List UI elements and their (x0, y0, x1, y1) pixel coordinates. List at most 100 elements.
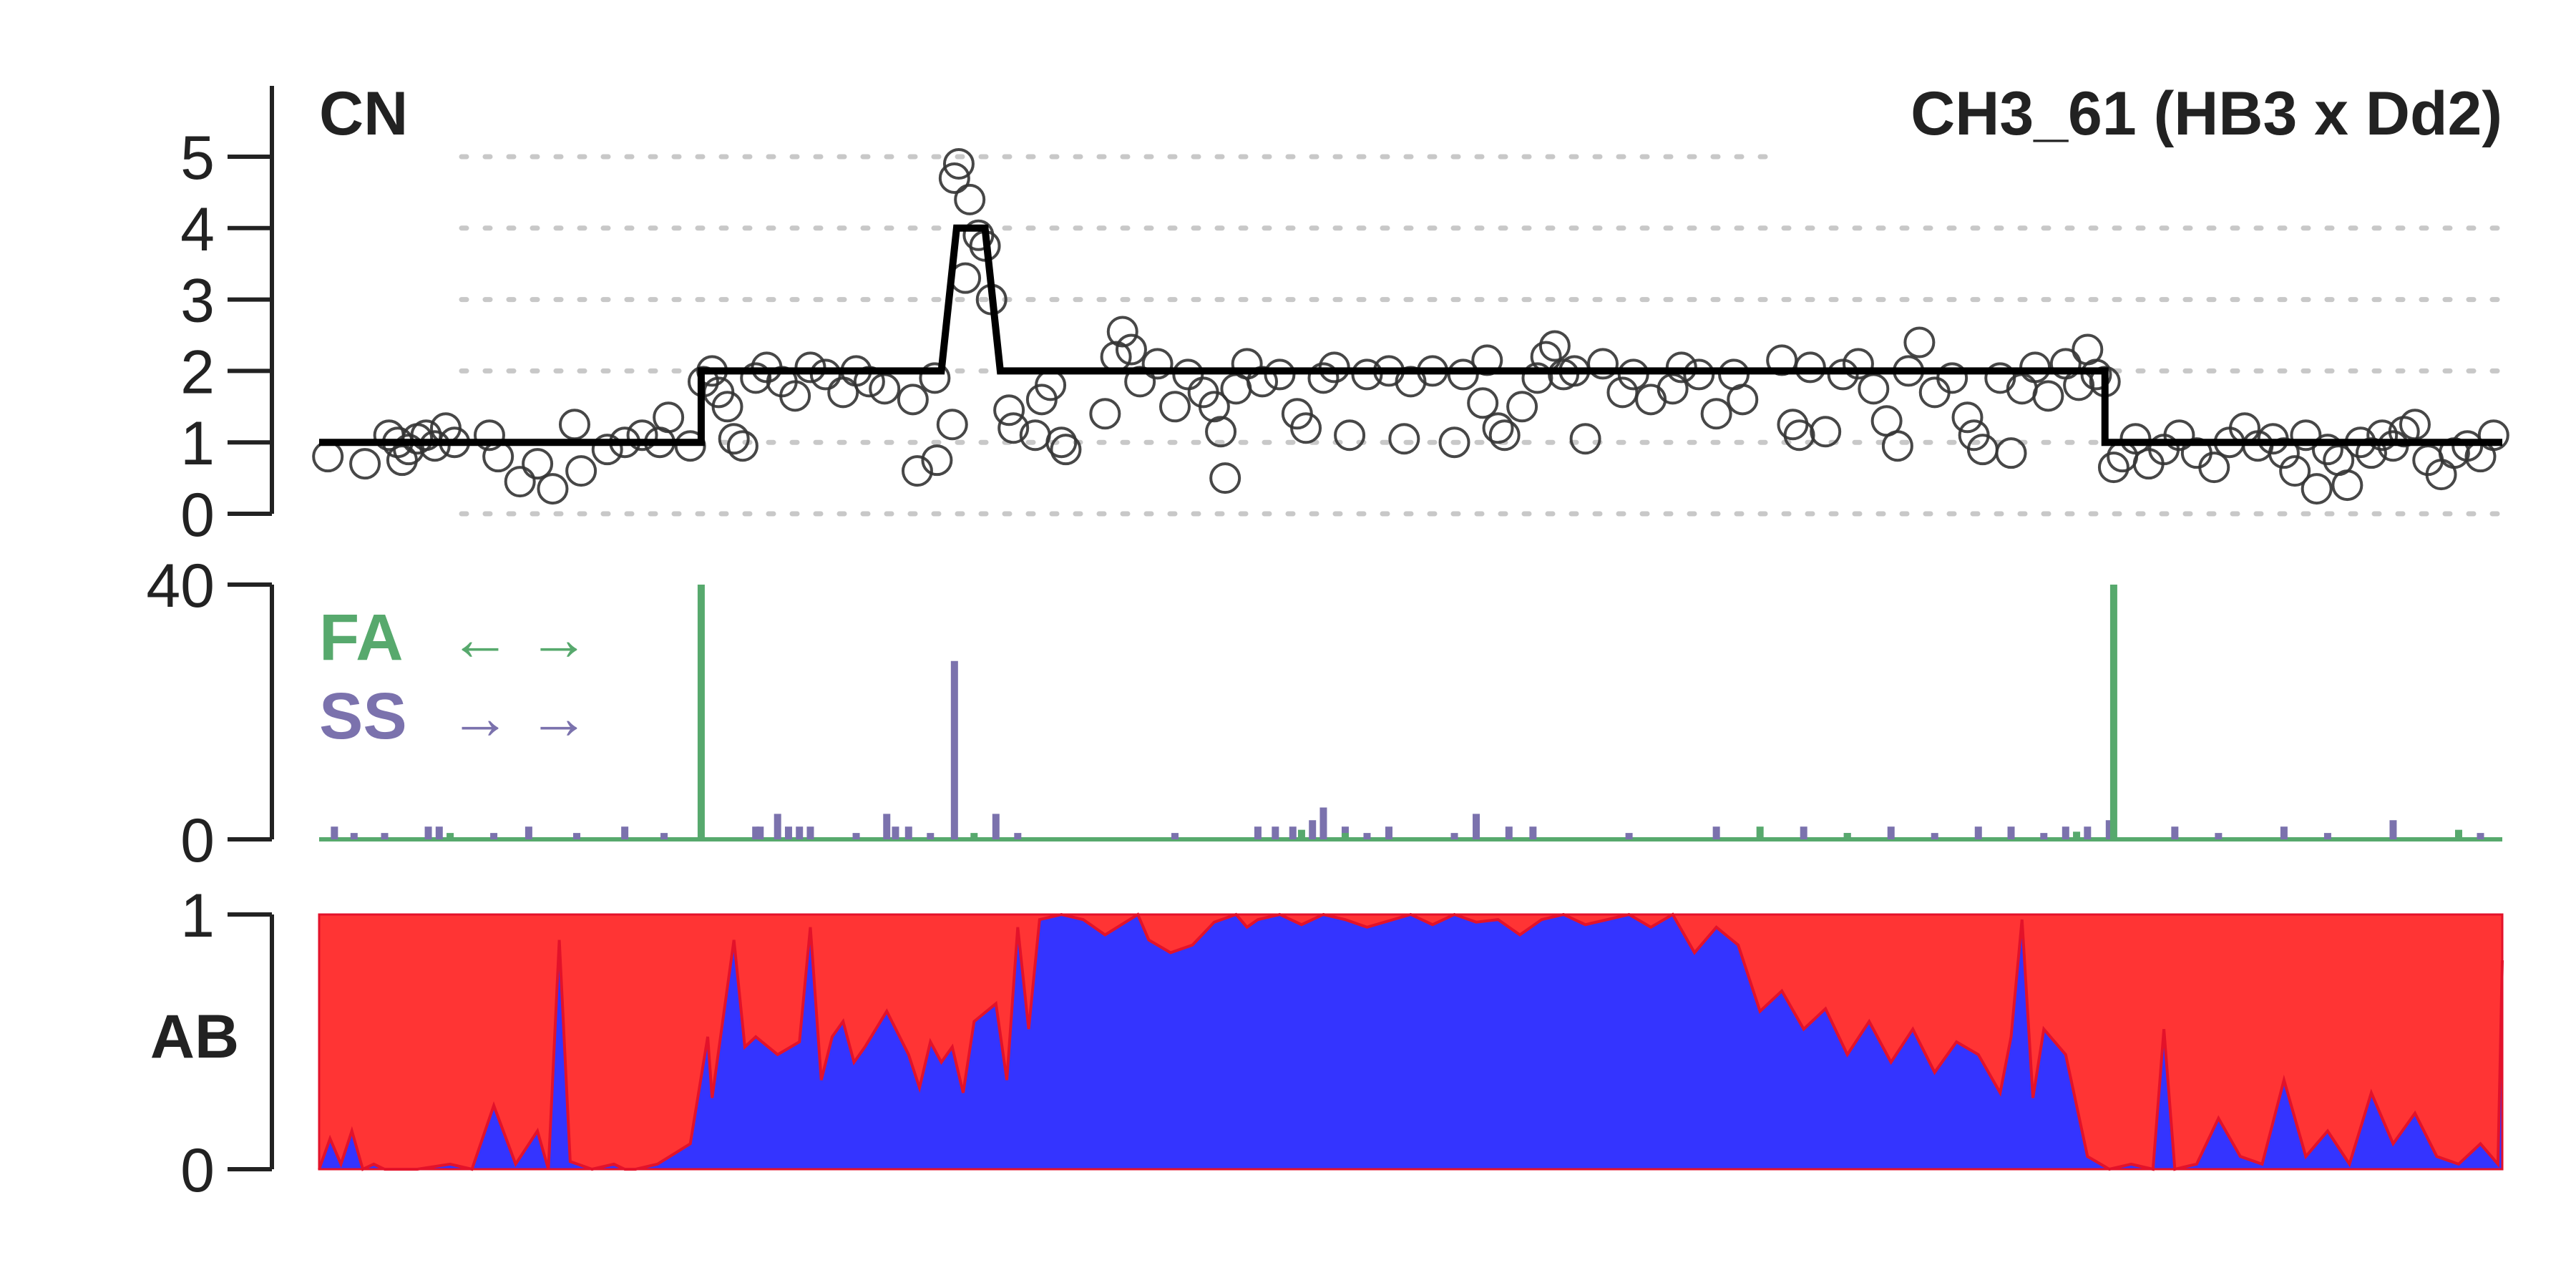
cn-point (1506, 391, 1538, 423)
cn-point (410, 419, 442, 452)
cn-point (1521, 362, 1553, 394)
crossover-panel: 0 40 FA ← → SS → → (146, 552, 2502, 875)
cn-point (349, 448, 381, 480)
cn-point (2006, 373, 2038, 405)
cn-point (2032, 380, 2064, 412)
cn-point (1810, 416, 1842, 448)
cn-point (997, 412, 1030, 444)
cn-point (2163, 419, 2195, 452)
legend-ss-label: SS (319, 680, 407, 753)
cn-point (2477, 419, 2509, 452)
cn-point (1842, 348, 1874, 380)
cn-point (726, 430, 758, 462)
cn-point (2301, 473, 2333, 505)
cn-point (1089, 398, 1121, 430)
cn-point (1050, 434, 1082, 466)
cn-point (718, 423, 750, 455)
cn-point (1246, 366, 1279, 398)
crossover-bars (319, 585, 2502, 841)
cn-tick-label: 2 (180, 338, 215, 406)
cn-point (626, 419, 658, 452)
ab-frame (318, 913, 2504, 1171)
cn-point (2268, 437, 2300, 469)
cn-point (1482, 412, 1514, 444)
ab-tick-label: 1 (180, 882, 215, 950)
cn-point (1488, 419, 1521, 452)
cn-point (1766, 344, 1798, 376)
cn-point (1727, 384, 1759, 416)
cn-point (1995, 437, 2027, 469)
cn-point (1198, 391, 1230, 423)
cn-point (919, 362, 951, 394)
cn-point (2279, 455, 2311, 487)
cn-point (1903, 326, 1936, 358)
cn-point (993, 394, 1025, 426)
cn-point (1205, 416, 1237, 448)
legend-fa-symbol: ← → (449, 605, 590, 673)
cn-grid (459, 154, 2505, 517)
cn-point (1858, 373, 1890, 405)
cn-point (537, 473, 569, 505)
cn-point (312, 441, 344, 473)
cn-point (1388, 423, 1420, 455)
cn-point (1936, 362, 1968, 394)
cn-label: CN (319, 79, 408, 148)
cn-point (901, 455, 933, 487)
cn-tick-label: 1 (180, 409, 215, 478)
ab-area-blue (319, 914, 2502, 1169)
cn-point (1209, 462, 1241, 494)
cn-point (1777, 409, 1809, 441)
cn-point (1783, 419, 1815, 452)
cn-point (954, 183, 986, 215)
cn-point (1467, 387, 1499, 419)
cn-point (565, 455, 597, 487)
cn-point (1290, 412, 1322, 444)
cn-point (2331, 469, 2363, 502)
crossover-tick-label: 0 (180, 806, 215, 875)
cn-point (1307, 362, 1340, 394)
cn-point (1881, 430, 1913, 462)
cn-point (1438, 426, 1470, 459)
cn-point (1158, 391, 1191, 423)
cn-point (827, 376, 859, 409)
cn-point (1045, 426, 1078, 459)
cn-point (1635, 384, 1667, 416)
cn-points (312, 147, 2509, 505)
cn-point (1124, 366, 1156, 398)
cn-point (1918, 376, 1951, 409)
cn-tick-label: 0 (180, 481, 215, 550)
cn-point (2290, 419, 2322, 452)
cn-segment-line (319, 224, 2502, 447)
cn-point (1106, 316, 1138, 348)
cn-point (942, 147, 975, 180)
cn-point (711, 391, 743, 423)
cn-point (1115, 333, 1147, 366)
cn-tick-label: 5 (180, 124, 215, 192)
crossover-y-axis: 0 40 (146, 552, 274, 875)
ab-panel: 01 AB (150, 882, 2504, 1205)
cn-point (473, 419, 505, 452)
ab-area (318, 912, 2504, 1171)
cn-point (522, 448, 554, 480)
ab-tick-label: 0 (180, 1136, 215, 1205)
legend-ss-symbol: → → (449, 683, 590, 752)
cn-point (1700, 398, 1732, 430)
cn-point (558, 409, 590, 441)
chart-title: CH3_61 (HB3 x Dd2) (1911, 79, 2502, 148)
cn-point (504, 466, 536, 498)
cn-point (2355, 437, 2387, 469)
cn-point (779, 380, 811, 412)
cn-point (2311, 434, 2343, 466)
cn-point (653, 401, 685, 434)
cn-point (936, 409, 968, 441)
cn-point (1569, 423, 1601, 455)
cn-point (591, 434, 623, 466)
legend-fa-label: FA (319, 601, 404, 674)
cn-tick-label: 4 (180, 195, 215, 264)
cn-point (853, 366, 885, 398)
cn-point (1586, 348, 1619, 380)
ab-y-axis: 01 (180, 882, 274, 1205)
